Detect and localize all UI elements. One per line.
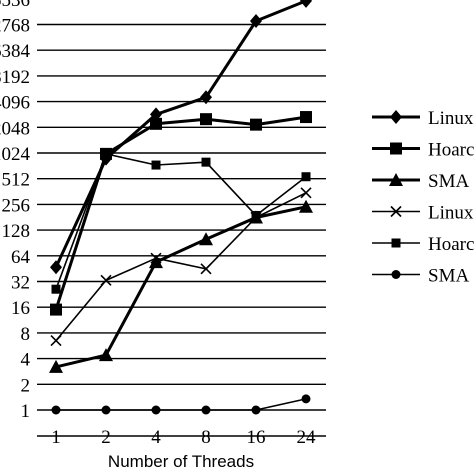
- series-line: [54, 0, 307, 268]
- y-tick-label: 4096: [0, 93, 30, 114]
- y-tick-label: 65536: [0, 0, 30, 11]
- square-marker: [250, 118, 262, 131]
- y-tick-label: 1024: [0, 144, 31, 165]
- x-tick-label: 8: [201, 427, 211, 448]
- circle-marker: [151, 405, 161, 415]
- y-tick-label: 16: [11, 298, 30, 319]
- legend-item: Hoarc: [372, 234, 474, 255]
- circle-marker: [391, 270, 401, 279]
- diamond-marker: [390, 110, 402, 124]
- square-marker: [391, 238, 401, 248]
- x-marker: [300, 187, 312, 199]
- legend-item: Linux: [372, 108, 474, 129]
- series-line: [55, 153, 307, 290]
- y-tick-label: 2: [21, 375, 31, 396]
- circle-marker: [251, 405, 261, 415]
- square-marker: [251, 210, 261, 220]
- legend-item: SMA: [372, 266, 469, 287]
- square-marker: [300, 111, 312, 124]
- x-tick-label: 1: [51, 427, 61, 448]
- x-marker: [150, 252, 162, 264]
- y-tick-label: 2048: [0, 118, 30, 139]
- square-marker: [201, 157, 211, 167]
- y-tick-label: 256: [2, 195, 31, 216]
- x-marker: [200, 263, 212, 275]
- legend-label: Linux: [428, 203, 474, 224]
- series-line: [55, 205, 307, 369]
- x-tick-label: 4: [151, 427, 161, 448]
- square-marker: [150, 117, 162, 130]
- y-tick-label: 64: [11, 247, 31, 268]
- square-marker: [301, 172, 311, 182]
- square-marker: [51, 284, 61, 294]
- legend-label: SMA: [428, 171, 469, 192]
- legend: Linux Hoarc SMA Linux Hoarc SMA: [372, 108, 474, 287]
- x-tick-label: 16: [247, 427, 266, 448]
- series-line: [55, 192, 307, 342]
- legend-label: Hoarc: [428, 140, 474, 161]
- legend-label: Linux: [428, 108, 474, 129]
- y-tick-label: 32768: [0, 16, 30, 37]
- legend-item: Hoarc: [372, 140, 474, 161]
- square-marker: [200, 113, 212, 126]
- legend-item: Linux: [372, 203, 474, 224]
- grid-lines: [37, 23, 326, 437]
- series-0: [50, 0, 312, 275]
- diamond-marker: [300, 0, 312, 8]
- series-3: [50, 187, 312, 347]
- series-2: [49, 199, 313, 373]
- triangle-marker: [49, 359, 63, 373]
- y-tick-labels: 1 2 4 8 16 32 64 128 256 512 1024 2048 4096 8192 16384…: [0, 0, 31, 422]
- square-marker: [390, 142, 402, 155]
- circle-marker: [51, 405, 61, 415]
- triangle-marker: [99, 348, 113, 362]
- x-marker: [100, 274, 112, 286]
- y-tick-label: 16384: [0, 41, 31, 62]
- triangle-marker: [389, 173, 403, 186]
- x-marker: [50, 335, 62, 347]
- y-tick-label: 128: [2, 221, 31, 242]
- series-line: [56, 398, 307, 411]
- circle-marker: [201, 405, 211, 415]
- series-5: [51, 394, 311, 415]
- x-axis-title: Number of Threads: [108, 452, 254, 471]
- triangle-marker: [199, 232, 213, 246]
- y-tick-label: 4: [21, 350, 31, 371]
- legend-item: SMA: [372, 171, 469, 192]
- circle-marker: [101, 405, 111, 415]
- y-tick-label: 8: [21, 324, 31, 345]
- triangle-marker: [299, 199, 313, 213]
- series-line: [54, 115, 307, 311]
- y-tick-label: 1: [21, 401, 31, 422]
- x-tick-label: 24: [297, 427, 317, 448]
- triangle-marker: [149, 255, 163, 269]
- legend-label: Hoarc: [428, 234, 474, 255]
- y-tick-label: 32: [11, 273, 30, 294]
- legend-label: SMA: [428, 266, 469, 287]
- square-marker: [151, 160, 161, 170]
- y-tick-label: 8192: [0, 67, 30, 88]
- x-marker: [390, 205, 402, 218]
- y-tick-label: 512: [2, 170, 31, 191]
- diamond-marker: [50, 260, 62, 275]
- x-tick-labels: 1 2 4 8 16 24: [51, 427, 316, 448]
- diamond-marker: [200, 90, 212, 105]
- x-tick-label: 2: [101, 427, 111, 448]
- square-marker: [50, 303, 62, 316]
- series-group: [49, 0, 313, 415]
- series-4: [51, 149, 311, 294]
- circle-marker: [301, 394, 311, 404]
- diamond-marker: [250, 14, 262, 29]
- square-marker: [101, 149, 111, 159]
